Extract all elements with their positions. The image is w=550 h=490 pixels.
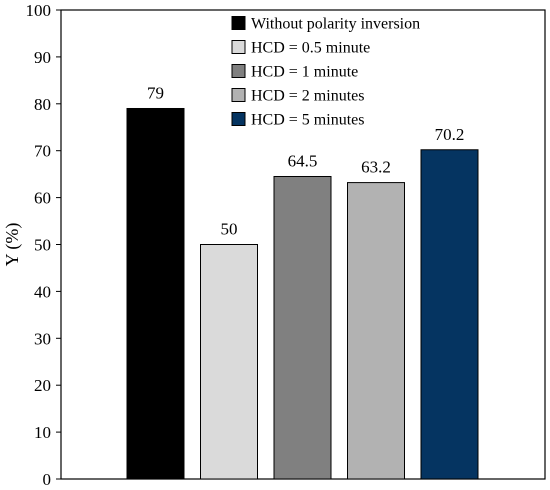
legend-label: HCD = 5 minutes: [251, 112, 364, 129]
y-tick-label: 20: [34, 376, 51, 395]
y-axis-title-group: Y (%): [2, 223, 23, 267]
y-tick-label: 50: [34, 236, 51, 255]
y-tick-label: 0: [43, 470, 52, 489]
legend-swatch: [231, 64, 246, 78]
bars: [126, 107, 479, 480]
y-axis-title: Y (%): [2, 223, 23, 267]
legend-swatch: [231, 88, 246, 102]
bar: [200, 244, 258, 480]
legend-swatch: [231, 112, 246, 126]
y-tick-label: 40: [34, 282, 51, 301]
y-tick-label: 10: [34, 423, 51, 442]
bar: [347, 182, 405, 480]
legend-label: HCD = 1 minute: [251, 64, 358, 81]
bar-value-label: 50: [221, 220, 238, 239]
y-tick-label: 100: [26, 1, 52, 20]
bar-value-label: 64.5: [288, 151, 318, 170]
bar: [420, 149, 479, 480]
legend: Without polarity inversion HCD = 0.5 minu…: [231, 16, 420, 129]
y-axis-ticks: 0 10 20 30 40 50 60 70 80 90 100: [26, 1, 61, 489]
legend-label: Without polarity inversion: [251, 16, 420, 33]
y-tick-label: 60: [34, 189, 51, 208]
bar: [273, 175, 332, 480]
legend-swatch: [231, 40, 246, 54]
y-tick-label: 30: [34, 329, 51, 348]
y-tick-label: 70: [34, 142, 51, 161]
bar-value-label: 70.2: [435, 125, 465, 144]
bar-value-label: 79: [147, 83, 164, 102]
bar-value-label: 63.2: [361, 158, 391, 177]
data-labels: 79 50 64.5 63.2 70.2: [147, 83, 464, 238]
bar: [126, 107, 185, 480]
y-tick-label: 80: [34, 95, 51, 114]
y-tick-label: 90: [34, 48, 51, 67]
legend-swatch: [231, 16, 246, 30]
legend-label: HCD = 0.5 minute: [251, 40, 370, 57]
legend-label: HCD = 2 minutes: [251, 88, 364, 105]
